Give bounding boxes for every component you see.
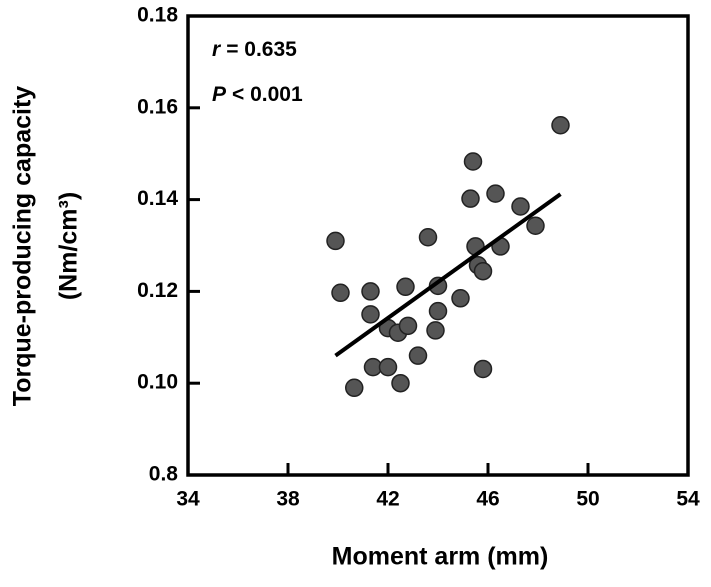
point xyxy=(398,316,418,336)
plot-frame xyxy=(186,14,690,477)
point xyxy=(361,305,380,324)
y-axis-label: Torque-producing capacity xyxy=(9,86,37,406)
annotation-text: < 0.001 xyxy=(232,83,303,106)
point xyxy=(473,261,493,281)
y-tick-label: 0.14 xyxy=(137,187,178,210)
point xyxy=(461,189,480,208)
annotation-symbol: r xyxy=(212,38,222,61)
annotation-text: = 0.635 xyxy=(226,38,297,61)
annotation: r = 0.635 xyxy=(212,38,297,61)
y-tick-label: 0.18 xyxy=(137,4,178,27)
point xyxy=(418,227,438,247)
x-tick-label: 34 xyxy=(176,488,200,511)
x-tick-label: 38 xyxy=(276,488,300,511)
point xyxy=(326,231,345,251)
point xyxy=(396,277,415,297)
point xyxy=(428,301,448,321)
fit-line xyxy=(334,192,562,358)
y-tick-label: 0.12 xyxy=(137,279,178,302)
point xyxy=(511,197,530,216)
y-tick-label: 0.8 xyxy=(149,463,179,486)
point xyxy=(331,283,350,303)
point xyxy=(526,216,545,236)
x-axis-label: Moment arm (mm) xyxy=(332,543,549,571)
point xyxy=(463,152,483,171)
point xyxy=(426,321,445,340)
point xyxy=(473,359,493,379)
point xyxy=(361,282,380,301)
point xyxy=(451,289,470,308)
point xyxy=(391,373,410,393)
x-tick-label: 46 xyxy=(476,488,499,511)
point xyxy=(486,184,505,203)
x-tick-label: 50 xyxy=(576,488,599,511)
point xyxy=(378,357,398,377)
annotation: P < 0.001 xyxy=(212,83,303,106)
x-tick-label: 42 xyxy=(376,488,399,511)
point xyxy=(408,346,428,365)
point xyxy=(551,115,570,135)
point xyxy=(345,378,364,398)
x-tick-label: 54 xyxy=(676,488,700,511)
annotation-symbol: P xyxy=(212,83,227,106)
y-tick-label: 0.10 xyxy=(137,371,178,394)
y-axis-label: (Nm/cm³) xyxy=(55,192,83,300)
y-tick-label: 0.16 xyxy=(137,95,178,118)
